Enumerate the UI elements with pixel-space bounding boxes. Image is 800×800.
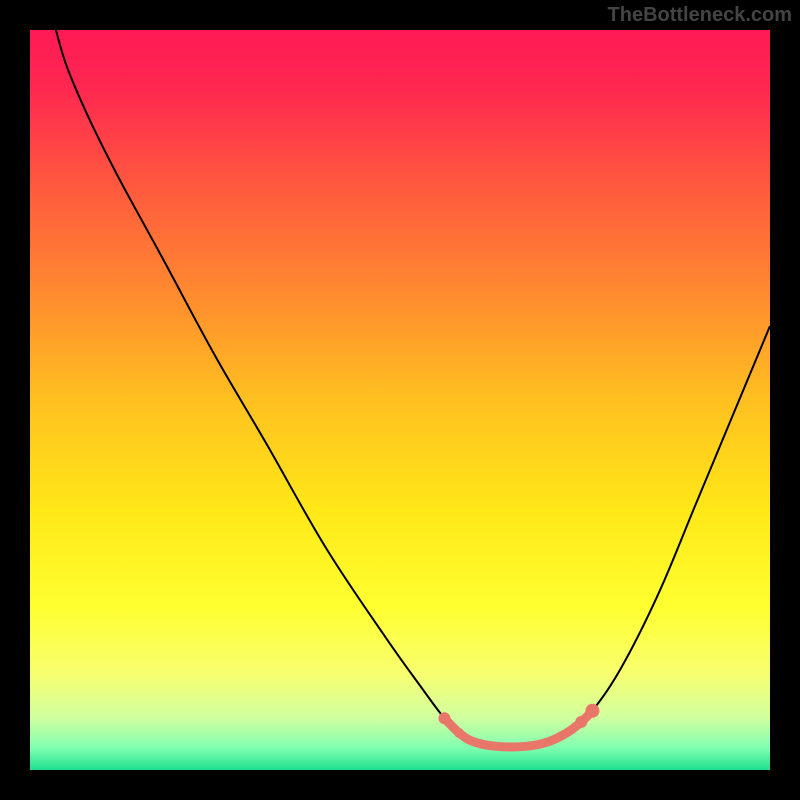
chart-container: TheBottleneck.com xyxy=(0,0,800,800)
highlight-marker xyxy=(454,728,464,738)
highlight-marker xyxy=(585,704,599,718)
watermark-text: TheBottleneck.com xyxy=(608,4,792,27)
bottleneck-chart xyxy=(0,0,800,800)
highlight-marker xyxy=(575,716,587,728)
highlight-marker xyxy=(438,712,450,724)
